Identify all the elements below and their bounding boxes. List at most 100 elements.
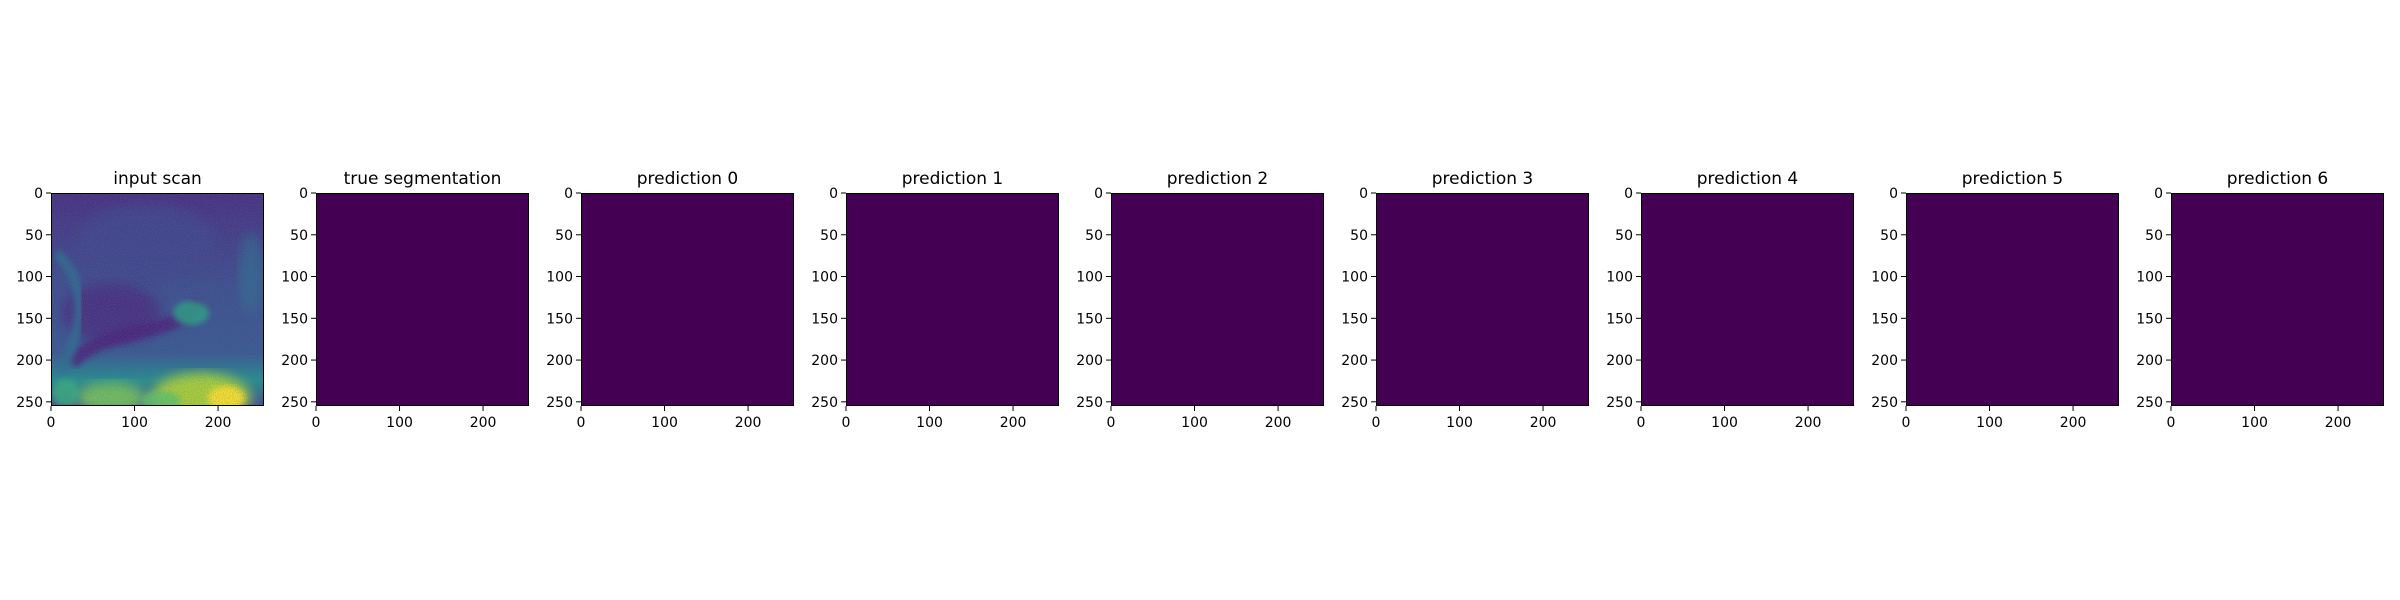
y-tick-label: 50: [1615, 228, 1633, 244]
y-tick-label: 100: [811, 270, 838, 286]
y-tick-label: 0: [564, 186, 573, 202]
y-tick-label: 100: [1341, 270, 1368, 286]
y-tick-label: 100: [1606, 270, 1633, 286]
y-tick-label: 250: [1341, 395, 1368, 411]
x-tick-label: 0: [2167, 415, 2176, 431]
x-tick-label: 200: [2060, 415, 2087, 431]
x-tick-label: 200: [735, 415, 762, 431]
y-tick-label: 100: [281, 270, 308, 286]
x-tick-label: 200: [470, 415, 497, 431]
x-tick-label: 200: [2325, 415, 2352, 431]
x-tick-label: 0: [1372, 415, 1381, 431]
panel-title: prediction 1: [902, 169, 1004, 189]
y-tick-label: 200: [1871, 353, 1898, 369]
y-tick-label: 150: [2136, 311, 2163, 327]
panel-title: prediction 2: [1167, 169, 1269, 189]
segmentation-mask-image: [1111, 193, 1324, 406]
y-tick-label: 100: [1871, 270, 1898, 286]
y-tick-label: 50: [820, 228, 838, 244]
y-tick-label: 150: [546, 311, 573, 327]
axes-frame: [2171, 193, 2384, 406]
y-tick-label: 250: [546, 395, 573, 411]
segmentation-mask-image: [1376, 193, 1589, 406]
x-tick-label: 0: [1637, 415, 1646, 431]
x-tick-label: 100: [916, 415, 943, 431]
y-tick-label: 150: [281, 311, 308, 327]
x-tick-label: 100: [121, 415, 148, 431]
y-tick-label: 100: [2136, 270, 2163, 286]
y-tick-label: 50: [1350, 228, 1368, 244]
axes-frame: [1376, 193, 1589, 406]
x-tick-label: 0: [1107, 415, 1116, 431]
axes-frame: [1641, 193, 1854, 406]
y-tick-label: 200: [1076, 353, 1103, 369]
segmentation-mask-image: [846, 193, 1059, 406]
y-tick-label: 100: [16, 270, 43, 286]
y-tick-label: 50: [1085, 228, 1103, 244]
y-tick-label: 200: [281, 353, 308, 369]
y-tick-label: 0: [1094, 186, 1103, 202]
x-tick-label: 100: [2241, 415, 2268, 431]
panel-title: prediction 3: [1432, 169, 1534, 189]
x-tick-label: 0: [577, 415, 586, 431]
segmentation-mask-image: [581, 193, 794, 406]
y-tick-label: 50: [1880, 228, 1898, 244]
y-tick-label: 100: [1076, 270, 1103, 286]
y-tick-label: 0: [299, 186, 308, 202]
y-tick-label: 250: [1076, 395, 1103, 411]
panel-title: input scan: [113, 169, 202, 189]
axes-frame: [316, 193, 529, 406]
y-tick-label: 150: [16, 311, 43, 327]
axes-frame: [846, 193, 1059, 406]
y-tick-label: 0: [1889, 186, 1898, 202]
x-tick-label: 100: [1446, 415, 1473, 431]
x-tick-label: 0: [1902, 415, 1911, 431]
x-tick-label: 100: [1711, 415, 1738, 431]
y-tick-label: 250: [281, 395, 308, 411]
x-tick-label: 200: [1795, 415, 1822, 431]
x-tick-label: 100: [1976, 415, 2003, 431]
x-tick-label: 0: [842, 415, 851, 431]
y-tick-label: 150: [1606, 311, 1633, 327]
y-tick-label: 150: [1076, 311, 1103, 327]
y-tick-label: 200: [1606, 353, 1633, 369]
y-tick-label: 50: [290, 228, 308, 244]
segmentation-mask-image: [2171, 193, 2384, 406]
y-tick-label: 50: [2145, 228, 2163, 244]
panel-title: prediction 6: [2227, 169, 2329, 189]
y-tick-label: 0: [1624, 186, 1633, 202]
axes-frame: [51, 193, 264, 406]
y-tick-label: 150: [1871, 311, 1898, 327]
y-tick-label: 250: [2136, 395, 2163, 411]
y-tick-label: 50: [25, 228, 43, 244]
axes-frame: [581, 193, 794, 406]
y-tick-label: 200: [546, 353, 573, 369]
panel-title: prediction 0: [637, 169, 739, 189]
axes-frame: [1111, 193, 1324, 406]
y-tick-label: 200: [2136, 353, 2163, 369]
x-tick-label: 100: [651, 415, 678, 431]
y-tick-label: 200: [16, 353, 43, 369]
panel-title: prediction 4: [1697, 169, 1799, 189]
y-tick-label: 200: [811, 353, 838, 369]
x-tick-label: 200: [1000, 415, 1027, 431]
x-tick-label: 200: [1265, 415, 1292, 431]
y-tick-label: 0: [829, 186, 838, 202]
y-tick-label: 250: [1606, 395, 1633, 411]
y-tick-label: 0: [1359, 186, 1368, 202]
x-tick-label: 100: [386, 415, 413, 431]
y-tick-label: 250: [1871, 395, 1898, 411]
y-tick-label: 200: [1341, 353, 1368, 369]
x-tick-label: 0: [312, 415, 321, 431]
panel-title: prediction 5: [1962, 169, 2064, 189]
y-tick-label: 250: [811, 395, 838, 411]
segmentation-mask-image: [316, 193, 529, 406]
